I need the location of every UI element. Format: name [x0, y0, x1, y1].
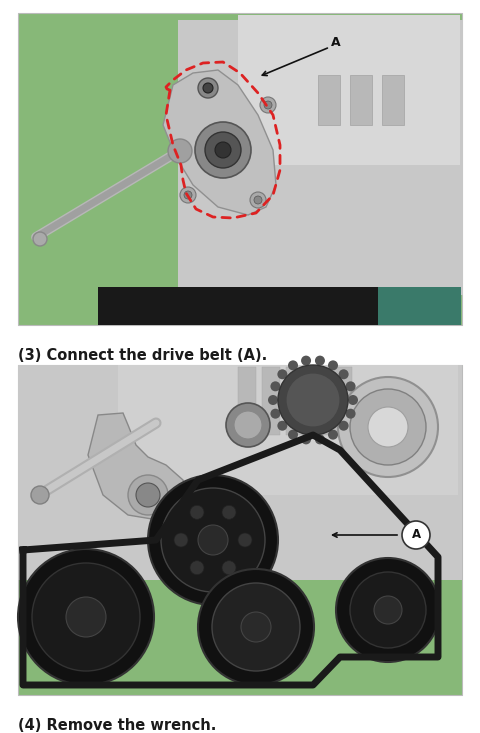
Circle shape: [241, 612, 271, 642]
Text: (4) Remove the wrench.: (4) Remove the wrench.: [18, 718, 216, 733]
Circle shape: [250, 192, 266, 208]
FancyBboxPatch shape: [238, 15, 460, 165]
Circle shape: [136, 483, 160, 507]
Circle shape: [198, 525, 228, 555]
Circle shape: [336, 558, 440, 662]
Circle shape: [288, 430, 298, 440]
Circle shape: [338, 377, 438, 477]
Circle shape: [184, 191, 192, 199]
Circle shape: [301, 356, 311, 366]
FancyBboxPatch shape: [98, 287, 438, 325]
Circle shape: [339, 369, 348, 379]
Circle shape: [260, 97, 276, 113]
Circle shape: [286, 373, 340, 427]
Circle shape: [268, 395, 278, 405]
Circle shape: [148, 475, 278, 605]
Circle shape: [31, 486, 49, 504]
Circle shape: [128, 475, 168, 515]
Circle shape: [238, 533, 252, 547]
FancyBboxPatch shape: [318, 75, 340, 125]
Circle shape: [348, 395, 358, 405]
Circle shape: [270, 409, 280, 419]
Circle shape: [205, 132, 241, 168]
FancyBboxPatch shape: [346, 25, 364, 125]
FancyBboxPatch shape: [378, 287, 461, 325]
Circle shape: [368, 407, 408, 447]
FancyBboxPatch shape: [238, 367, 256, 435]
Circle shape: [66, 597, 106, 637]
Circle shape: [277, 369, 288, 379]
Circle shape: [190, 561, 204, 575]
Circle shape: [203, 83, 213, 93]
FancyBboxPatch shape: [178, 20, 463, 295]
Circle shape: [328, 361, 338, 370]
Circle shape: [222, 561, 236, 575]
FancyBboxPatch shape: [350, 75, 372, 125]
Text: A: A: [331, 37, 341, 50]
Circle shape: [374, 596, 402, 624]
Circle shape: [215, 142, 231, 158]
Circle shape: [328, 430, 338, 440]
Circle shape: [168, 139, 192, 163]
Circle shape: [270, 381, 280, 391]
FancyBboxPatch shape: [402, 25, 420, 125]
Circle shape: [33, 232, 47, 246]
FancyBboxPatch shape: [18, 365, 462, 580]
Circle shape: [350, 572, 426, 648]
FancyBboxPatch shape: [262, 367, 280, 435]
Circle shape: [277, 421, 288, 431]
Circle shape: [350, 389, 426, 465]
Circle shape: [264, 101, 272, 109]
Circle shape: [402, 521, 430, 549]
FancyBboxPatch shape: [334, 367, 352, 435]
Circle shape: [174, 533, 188, 547]
FancyBboxPatch shape: [18, 365, 462, 695]
Circle shape: [161, 488, 265, 592]
Circle shape: [198, 78, 218, 98]
Circle shape: [278, 365, 348, 435]
Circle shape: [222, 505, 236, 519]
Circle shape: [346, 409, 356, 419]
FancyBboxPatch shape: [382, 75, 404, 125]
Circle shape: [18, 549, 154, 685]
Circle shape: [212, 583, 300, 671]
FancyBboxPatch shape: [118, 365, 458, 495]
FancyBboxPatch shape: [374, 25, 392, 125]
Circle shape: [288, 361, 298, 370]
Text: A: A: [411, 528, 420, 542]
FancyBboxPatch shape: [318, 25, 336, 125]
FancyBboxPatch shape: [18, 13, 462, 325]
Circle shape: [180, 187, 196, 203]
Polygon shape: [163, 70, 276, 215]
FancyBboxPatch shape: [310, 367, 328, 435]
Circle shape: [254, 196, 262, 204]
Circle shape: [315, 356, 325, 366]
Circle shape: [32, 563, 140, 671]
Circle shape: [346, 381, 356, 391]
FancyBboxPatch shape: [286, 367, 304, 435]
Circle shape: [315, 435, 325, 444]
Circle shape: [195, 122, 251, 178]
Text: (3) Connect the drive belt (A).: (3) Connect the drive belt (A).: [18, 348, 267, 363]
FancyBboxPatch shape: [98, 287, 438, 325]
Circle shape: [234, 411, 262, 439]
Circle shape: [190, 505, 204, 519]
Circle shape: [226, 403, 270, 447]
Circle shape: [339, 421, 348, 431]
Circle shape: [301, 435, 311, 444]
Polygon shape: [88, 413, 188, 520]
Circle shape: [198, 569, 314, 685]
